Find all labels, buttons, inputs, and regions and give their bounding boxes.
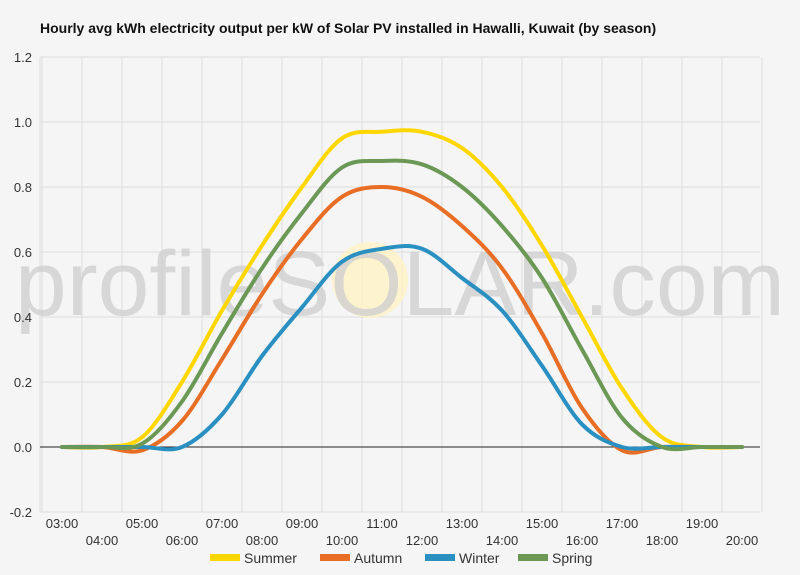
y-tick-label: 1.2 [14, 50, 32, 65]
x-tick-label: 13:00 [446, 516, 479, 531]
x-tick-label: 14:00 [486, 533, 519, 548]
x-tick-label: 10:00 [326, 533, 359, 548]
x-tick-label: 09:00 [286, 516, 319, 531]
x-tick-label: 16:00 [566, 533, 599, 548]
y-tick-label: 0.6 [14, 245, 32, 260]
y-tick-label: 0.2 [14, 375, 32, 390]
watermark-sun-icon [332, 242, 408, 318]
x-tick-label: 03:00 [46, 516, 79, 531]
legend-label-winter: Winter [459, 550, 500, 566]
series-line-spring [60, 158, 744, 452]
x-tick-label: 20:00 [726, 533, 759, 548]
x-tick-label: 15:00 [526, 516, 559, 531]
x-tick-label: 18:00 [646, 533, 679, 548]
legend-label-summer: Summer [244, 550, 297, 566]
x-tick-label: 05:00 [126, 516, 159, 531]
watermark-text: profileSOLAR.com [15, 233, 785, 335]
x-tick-label: 12:00 [406, 533, 439, 548]
chart-title: Hourly avg kWh electricity output per kW… [40, 20, 656, 36]
legend-label-autumn: Autumn [354, 550, 402, 566]
x-tick-label: 08:00 [246, 533, 279, 548]
watermark: profileSOLAR.com [15, 233, 785, 335]
legend-swatch-spring [518, 554, 548, 561]
y-tick-label: 1.0 [14, 115, 32, 130]
y-tick-label: 0.8 [14, 180, 32, 195]
legend-label-spring: Spring [552, 550, 592, 566]
x-tick-label: 07:00 [206, 516, 239, 531]
y-tick-label: -0.2 [10, 505, 32, 520]
series-line-winter [60, 244, 744, 452]
series-line-summer [60, 128, 744, 450]
legend-swatch-autumn [320, 554, 350, 561]
x-tick-label: 04:00 [86, 533, 119, 548]
legend-swatch-winter [425, 554, 455, 561]
x-tick-label: 17:00 [606, 516, 639, 531]
series-layer [60, 128, 744, 455]
legend-swatch-summer [210, 554, 240, 561]
series-line-autumn [60, 185, 744, 455]
legend: Summer Autumn Winter Spring [210, 550, 592, 566]
x-tick-label: 11:00 [366, 516, 398, 531]
y-tick-label: 0.4 [14, 310, 32, 325]
x-tick-label: 19:00 [686, 516, 719, 531]
y-tick-label: 0.0 [14, 440, 32, 455]
x-tick-label: 06:00 [166, 533, 199, 548]
